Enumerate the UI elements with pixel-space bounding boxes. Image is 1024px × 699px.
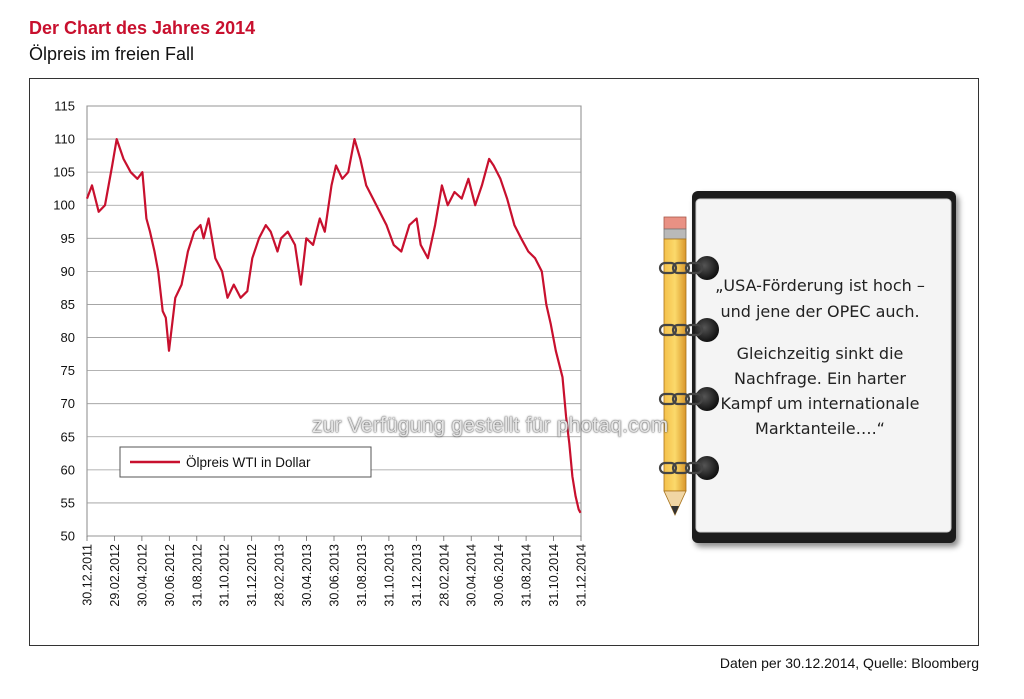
y-tick-label: 115 bbox=[54, 99, 75, 114]
y-tick-label: 80 bbox=[61, 330, 75, 345]
x-tick-label: 31.10.2012 bbox=[218, 544, 232, 607]
x-tick-label: 30.12.2011 bbox=[81, 544, 95, 606]
legend-label: Ölpreis WTI in Dollar bbox=[186, 455, 311, 470]
spiral-ring bbox=[658, 456, 719, 480]
y-tick-label: 100 bbox=[53, 198, 75, 213]
y-tick-label: 50 bbox=[61, 529, 75, 544]
chart-subtitle: Ölpreis im freien Fall bbox=[29, 44, 195, 64]
spiral-ring bbox=[658, 387, 719, 411]
x-tick-label: 30.06.2014 bbox=[492, 544, 506, 607]
y-tick-label: 60 bbox=[61, 462, 75, 477]
y-axis-ticks: 50 55 60 65 70 75 80 85 90 95 100 105 110 115 bbox=[53, 99, 75, 544]
y-tick-label: 75 bbox=[61, 363, 75, 378]
x-tick-label: 31.08.2014 bbox=[520, 544, 534, 607]
x-tick-label: 30.04.2013 bbox=[300, 544, 314, 607]
chart-frame: 50 55 60 65 70 75 80 85 90 95 100 105 110 115 30.12.2… bbox=[29, 78, 979, 646]
x-axis-ticks: 30.12.2011 29.02.2012 30.04.2012 30.06.2012… bbox=[81, 544, 589, 607]
x-tick-label: 30.04.2014 bbox=[465, 544, 479, 607]
spiral-ring bbox=[658, 318, 719, 342]
y-tick-label: 110 bbox=[54, 132, 75, 147]
data-source: Daten per 30.12.2014, Quelle: Bloomberg bbox=[719, 655, 979, 671]
note-line-5: Nachfrage. Ein harter bbox=[734, 369, 906, 388]
x-tick-label: 31.10.2013 bbox=[382, 544, 396, 607]
y-tick-label: 95 bbox=[61, 231, 75, 246]
y-tick-label: 70 bbox=[61, 396, 75, 411]
notebook-illustration: „USA-Förderung ist hoch – und jene der O… bbox=[658, 191, 956, 543]
pencil-icon bbox=[663, 216, 687, 516]
x-tick-label: 31.08.2012 bbox=[190, 544, 204, 607]
x-tick-label: 28.02.2014 bbox=[437, 544, 451, 607]
x-tick-label: 31.10.2014 bbox=[547, 544, 561, 607]
x-tick-label: 30.06.2013 bbox=[328, 544, 342, 607]
note-line-2: und jene der OPEC auch. bbox=[720, 302, 919, 321]
x-tick-label: 31.12.2013 bbox=[410, 544, 424, 607]
y-tick-label: 105 bbox=[53, 165, 75, 180]
legend: Ölpreis WTI in Dollar bbox=[119, 446, 372, 478]
x-tick-label: 31.12.2014 bbox=[575, 544, 589, 607]
spiral-rings bbox=[658, 256, 719, 480]
plot-area: 50 55 60 65 70 75 80 85 90 95 100 105 110 115 30.12.2… bbox=[53, 99, 588, 607]
x-tick-label: 30.06.2012 bbox=[163, 544, 177, 607]
watermark: zur Verfügung gestellt für photaq.com bbox=[312, 414, 669, 437]
chart-title: Der Chart des Jahres 2014 bbox=[29, 18, 256, 38]
y-tick-label: 85 bbox=[61, 297, 75, 312]
x-tick-label: 30.04.2012 bbox=[135, 544, 149, 607]
chart-svg: 50 55 60 65 70 75 80 85 90 95 100 105 110 115 30.12.2… bbox=[53, 99, 956, 607]
y-tick-label: 65 bbox=[61, 429, 75, 444]
x-tick-label: 31.12.2012 bbox=[245, 544, 259, 607]
note-line-1: „USA-Förderung ist hoch – bbox=[715, 276, 925, 295]
notebook-page bbox=[695, 198, 952, 533]
x-tick-label: 29.02.2012 bbox=[108, 544, 122, 607]
series-line-wti bbox=[85, 138, 582, 514]
note-line-4: Gleichzeitig sinkt die bbox=[737, 344, 904, 363]
note-line-6: Kampf um internationale bbox=[721, 394, 920, 413]
note-line-7: Marktanteile….“ bbox=[755, 419, 885, 438]
y-tick-label: 90 bbox=[61, 264, 75, 279]
x-tick-label: 28.02.2013 bbox=[273, 544, 287, 607]
x-tick-marks bbox=[86, 536, 582, 541]
y-tick-label: 55 bbox=[61, 495, 75, 510]
note-text: „USA-Förderung ist hoch – und jene der O… bbox=[715, 276, 925, 438]
x-tick-label: 31.08.2013 bbox=[355, 544, 369, 607]
spiral-ring bbox=[658, 256, 719, 280]
